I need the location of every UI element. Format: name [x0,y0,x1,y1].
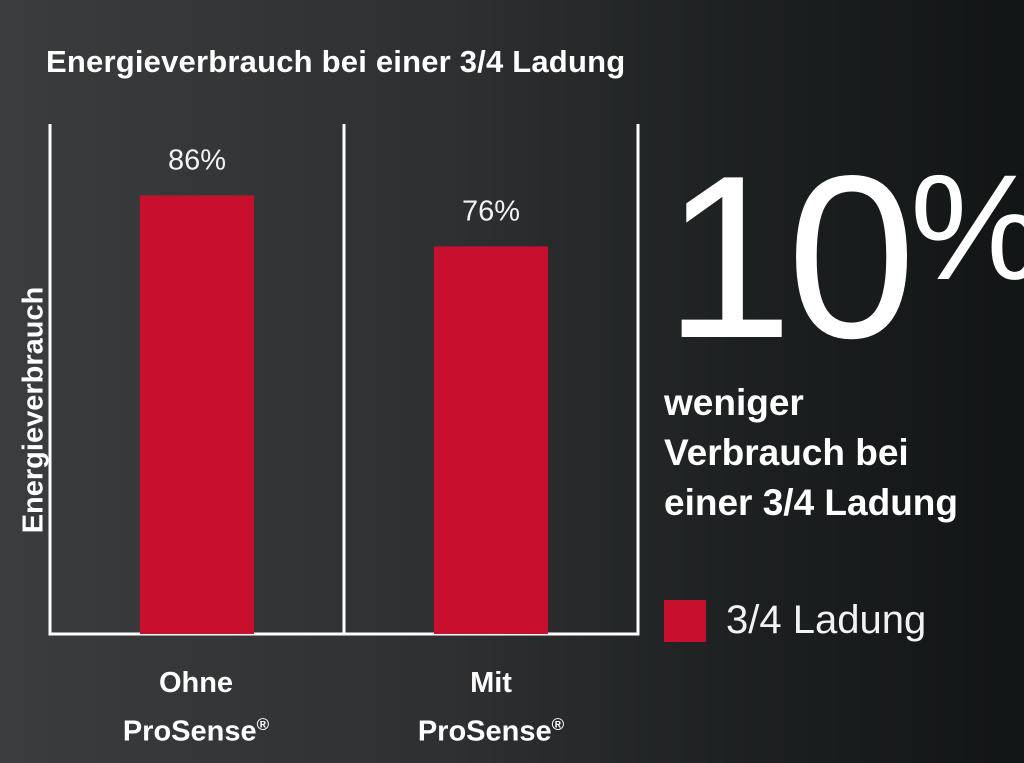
data-label: 76% [462,195,520,227]
legend: 3/4 Ladung [664,598,926,643]
registered-mark: ® [256,715,270,734]
legend-swatch [664,599,706,642]
x-category-line2: ProSense® [76,704,316,753]
legend-label: 3/4 Ladung [726,598,927,642]
bar [434,246,548,634]
x-category-label: Mit ProSense® [371,662,611,753]
savings-text-line: Verbrauch bei [664,432,909,473]
savings-description: weniger Verbrauch bei einer 3/4 Ladung [664,378,958,528]
x-category-line1: Ohne [158,667,234,699]
x-category-name: ProSense [122,715,257,748]
savings-text-line: einer 3/4 Ladung [664,482,959,523]
data-label: 86% [168,144,226,176]
x-category-line1: Mit [470,667,512,699]
savings-value: 10 [664,128,916,387]
savings-text-line: weniger [664,382,804,423]
x-category-label: Ohne ProSense® [76,662,316,753]
x-category-line2: ProSense® [371,704,611,753]
bar [140,195,254,634]
x-category-name: ProSense [417,715,552,748]
registered-mark: ® [551,715,565,734]
savings-number: 10% [664,142,1024,374]
chart-title: Energieverbrauch bei einer 3/4 Ladung [46,44,626,79]
savings-percent-sign: % [910,143,1024,311]
